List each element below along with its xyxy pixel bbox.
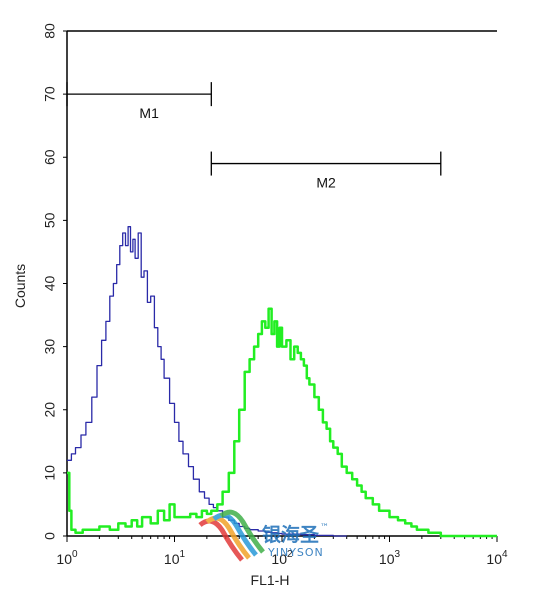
x-tick-exponent: 0 [72, 549, 78, 560]
x-tick-base: 10 [486, 551, 502, 567]
x-tick-base: 10 [56, 551, 72, 567]
y-tick-label: 60 [42, 149, 58, 165]
x-tick-base: 10 [379, 551, 395, 567]
watermark-tm: ™ [320, 523, 329, 533]
x-tick-label: 104 [486, 549, 508, 567]
x-tick-label: 100 [56, 549, 78, 567]
gates-group: M1 M2 [66, 82, 442, 191]
histogram-series-1 [67, 226, 347, 537]
histogram-series-2 [67, 307, 497, 538]
y-tick-label: 80 [42, 23, 58, 39]
watermark-logo: 银海圣 ™ YINYSON [198, 509, 329, 562]
y-tick-label: 20 [42, 402, 58, 418]
watermark-cn-text: 银海圣 [262, 523, 320, 546]
y-tick-label: 50 [42, 212, 58, 228]
watermark-en-text: YINYSON [267, 546, 324, 559]
y-tick-label: 0 [42, 532, 58, 540]
x-tick-exponent: 1 [180, 549, 186, 560]
y-tick-label: 40 [42, 276, 58, 292]
gate-label: M2 [316, 175, 336, 191]
x-tick-label: 101 [164, 549, 186, 567]
x-tick-label: 103 [379, 549, 401, 567]
y-axis-label: Counts [12, 264, 28, 308]
y-tick-label: 30 [42, 339, 58, 355]
logo-stripes-icon [198, 509, 265, 562]
y-axis-ticks: 0 10 20 30 40 50 60 70 80 [42, 23, 67, 540]
x-axis-ticks: 100 101 102 103 104 [56, 536, 508, 567]
y-tick-label: 70 [42, 86, 58, 102]
x-tick-label: 102 [271, 549, 293, 567]
x-tick-base: 10 [271, 551, 287, 567]
x-tick-exponent: 3 [395, 549, 401, 560]
y-tick-label: 10 [42, 465, 58, 481]
x-tick-exponent: 4 [502, 549, 508, 560]
series-group [67, 226, 497, 538]
gate-label: M1 [139, 105, 159, 121]
x-axis-label: FL1-H [251, 572, 290, 588]
x-tick-base: 10 [164, 551, 180, 567]
x-tick-exponent: 2 [287, 549, 293, 560]
